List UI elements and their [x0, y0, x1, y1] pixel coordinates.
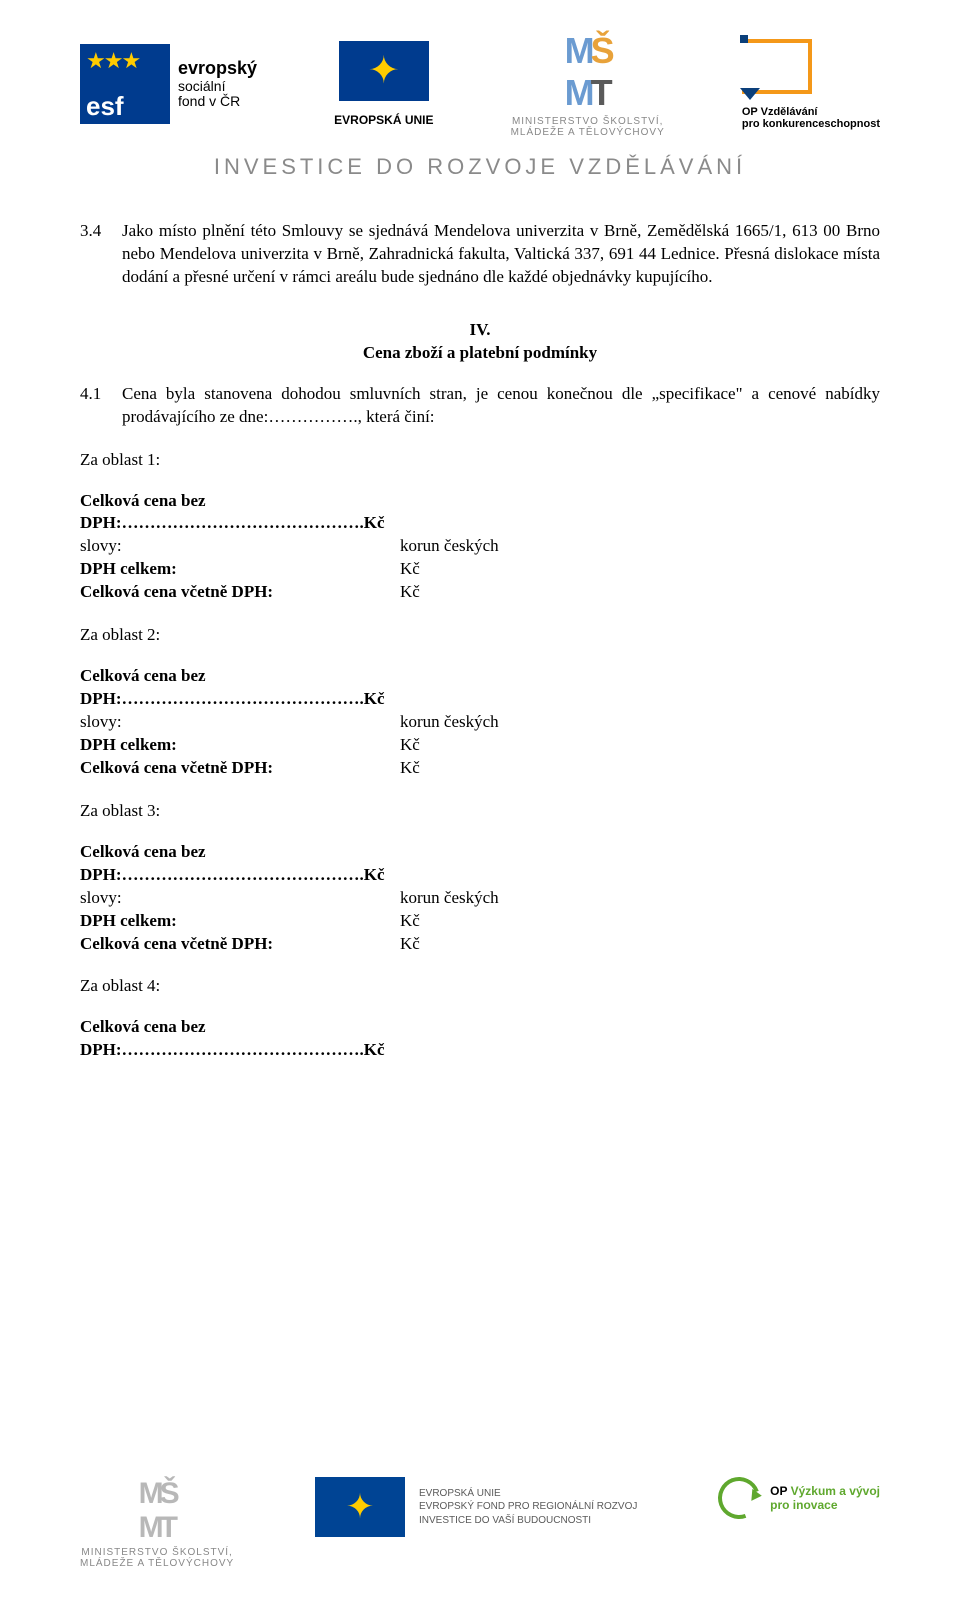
- price-vat-label: DPH celkem:: [80, 558, 400, 581]
- area-heading: Za oblast 3:: [80, 800, 880, 823]
- stars-icon: ★★★: [86, 48, 139, 74]
- clause-body: Jako místo plnění této Smlouvy se sjedná…: [122, 220, 880, 289]
- area-heading: Za oblast 1:: [80, 449, 880, 472]
- area-3-block: Za oblast 3: Celková cena bez DPH:…………………: [80, 800, 880, 956]
- esf-logo-block: ★★★ esf evropský sociální fond v ČR: [80, 44, 257, 124]
- esf-label-line3: fond v ČR: [178, 94, 257, 109]
- header-logo-row: ★★★ esf evropský sociální fond v ČR ✦ EV…: [80, 30, 880, 138]
- msmt-caption-line1: MINISTERSTVO ŠKOLSTVÍ,: [511, 116, 665, 127]
- footer-op-text: OP Výzkum a vývoj pro inovace: [770, 1484, 880, 1512]
- price-total-ex-vat: Celková cena bez DPH:…………………………………….Kč: [80, 490, 400, 536]
- msmt-caption: MINISTERSTVO ŠKOLSTVÍ, MLÁDEŽE A TĚLOVÝC…: [511, 116, 665, 138]
- msmt-logo-block: MŠMT MINISTERSTVO ŠKOLSTVÍ, MLÁDEŽE A TĚ…: [511, 30, 665, 138]
- msmt-caption-line2: MLÁDEŽE A TĚLOVÝCHOVY: [511, 127, 665, 138]
- esf-label: evropský sociální fond v ČR: [178, 59, 257, 110]
- msmt-m1: M: [565, 30, 591, 71]
- price-vat-value: Kč: [400, 910, 420, 933]
- op-caption: OP Vzdělávání pro konkurenceschopnost: [742, 106, 880, 130]
- footer-op-line1a: OP: [770, 1484, 790, 1498]
- price-total-ex-vat: Celková cena bez DPH:…………………………………….Kč: [80, 665, 400, 711]
- clause-3-4: 3.4 Jako místo plnění této Smlouvy se sj…: [80, 220, 880, 289]
- section-iv-heading: IV. Cena zboží a platební podmínky: [80, 319, 880, 365]
- clause-number: 4.1: [80, 383, 122, 429]
- footer-msmt-caption-line2: MLÁDEŽE A TĚLOVÝCHOVY: [80, 1558, 234, 1569]
- price-total-inc-vat-value: Kč: [400, 581, 420, 604]
- esf-logo-icon: ★★★ esf: [80, 44, 170, 124]
- area-heading: Za oblast 4:: [80, 975, 880, 998]
- clause-4-1: 4.1 Cena byla stanovena dohodou smluvníc…: [80, 383, 880, 429]
- footer-msmt-caption: MINISTERSTVO ŠKOLSTVÍ, MLÁDEŽE A TĚLOVÝC…: [80, 1547, 234, 1569]
- area-1-block: Za oblast 1: Celková cena bez DPH:…………………: [80, 449, 880, 605]
- footer-eu-block: ✦ EVROPSKÁ UNIE EVROPSKÝ FOND PRO REGION…: [315, 1477, 637, 1537]
- esf-logo-text: esf: [86, 95, 164, 118]
- msmt-s: Š: [591, 30, 611, 71]
- eu-label: EVROPSKÁ UNIE: [334, 113, 433, 127]
- price-words-label: slovy:: [80, 711, 400, 734]
- footer-eu-text: EVROPSKÁ UNIE EVROPSKÝ FOND PRO REGIONÁL…: [419, 1487, 637, 1528]
- msmt-logo-icon: MŠMT: [565, 30, 611, 114]
- price-vat-value: Kč: [400, 558, 420, 581]
- footer-eu-line3: INVESTICE DO VAŠÍ BUDOUCNOSTI: [419, 1514, 637, 1528]
- price-total-ex-vat: Celková cena bez DPH:…………………………………….Kč: [80, 841, 400, 887]
- footer-msmt-icon: MŠMT: [139, 1477, 176, 1545]
- op-logo-block: OP Vzdělávání pro konkurenceschopnost: [742, 39, 880, 130]
- footer-msmt-caption-line1: MINISTERSTVO ŠKOLSTVÍ,: [80, 1547, 234, 1558]
- footer-op-block: OP Výzkum a vývoj pro inovace: [718, 1477, 880, 1519]
- price-words-value: korun českých: [400, 535, 499, 558]
- price-words-value: korun českých: [400, 711, 499, 734]
- section-iv-title: Cena zboží a platební podmínky: [80, 342, 880, 365]
- footer-op-line1b: Výzkum a vývoj: [791, 1484, 880, 1498]
- eu-flag-icon: ✦: [339, 41, 429, 101]
- price-total-inc-vat-value: Kč: [400, 933, 420, 956]
- msmt-t: T: [591, 72, 609, 113]
- eu-logo-block: ✦ EVROPSKÁ UNIE: [334, 41, 433, 127]
- footer-logo-row: MŠMT MINISTERSTVO ŠKOLSTVÍ, MLÁDEŽE A TĚ…: [80, 1477, 880, 1569]
- clause-number: 3.4: [80, 220, 122, 289]
- price-total-inc-vat-label: Celková cena včetně DPH:: [80, 757, 400, 780]
- price-total-ex-vat: Celková cena bez DPH:…………………………………….Kč: [80, 1016, 400, 1062]
- price-vat-label: DPH celkem:: [80, 910, 400, 933]
- eu-stars-icon: ✦: [368, 52, 400, 90]
- footer-op-circle-icon: [711, 1470, 767, 1526]
- price-vat-label: DPH celkem:: [80, 734, 400, 757]
- area-4-block: Za oblast 4: Celková cena bez DPH:…………………: [80, 975, 880, 1062]
- price-total-inc-vat-value: Kč: [400, 757, 420, 780]
- footer-eu-stars-icon: ✦: [346, 1487, 375, 1527]
- price-words-label: slovy:: [80, 535, 400, 558]
- msmt-m2: M: [565, 72, 591, 113]
- footer-op-line2: pro inovace: [770, 1498, 837, 1512]
- op-caption-line1: OP Vzdělávání: [742, 106, 880, 118]
- clause-body: Cena byla stanovena dohodou smluvních st…: [122, 383, 880, 429]
- price-words-label: slovy:: [80, 887, 400, 910]
- price-vat-value: Kč: [400, 734, 420, 757]
- footer-msmt-block: MŠMT MINISTERSTVO ŠKOLSTVÍ, MLÁDEŽE A TĚ…: [80, 1477, 234, 1569]
- esf-label-line1: evropský: [178, 59, 257, 79]
- op-caption-line2: pro konkurenceschopnost: [742, 118, 880, 130]
- area-2-block: Za oblast 2: Celková cena bez DPH:…………………: [80, 624, 880, 780]
- op-logo-icon: [742, 39, 812, 94]
- footer-eu-flag-icon: ✦: [315, 1477, 405, 1537]
- section-iv-number: IV.: [80, 319, 880, 342]
- price-total-inc-vat-label: Celková cena včetně DPH:: [80, 933, 400, 956]
- price-words-value: korun českých: [400, 887, 499, 910]
- document-page: ★★★ esf evropský sociální fond v ČR ✦ EV…: [0, 0, 960, 1605]
- price-total-inc-vat-label: Celková cena včetně DPH:: [80, 581, 400, 604]
- footer-eu-line1: EVROPSKÁ UNIE: [419, 1487, 637, 1501]
- investice-banner: INVESTICE DO ROZVOJE VZDĚLÁVÁNÍ: [80, 154, 880, 180]
- footer-eu-line2: EVROPSKÝ FOND PRO REGIONÁLNÍ ROZVOJ: [419, 1500, 637, 1514]
- esf-label-line2: sociální: [178, 79, 257, 94]
- area-heading: Za oblast 2:: [80, 624, 880, 647]
